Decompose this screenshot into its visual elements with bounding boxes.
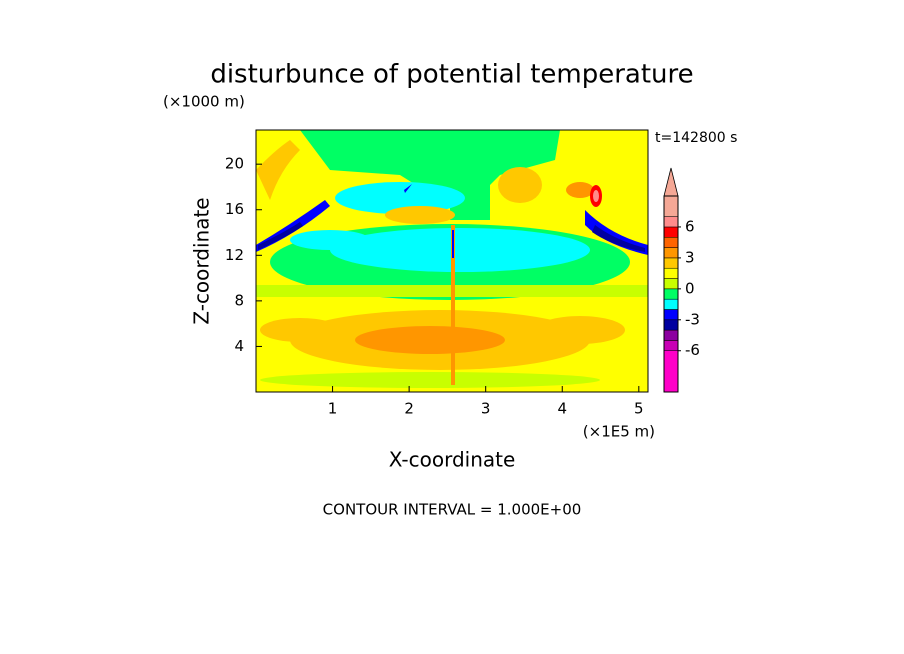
- colorbar-band: [663, 350, 679, 393]
- colorbar-band: [663, 216, 679, 228]
- x-tick-label: 3: [481, 400, 491, 418]
- colorbar-band: [663, 226, 679, 238]
- y-tick-label: 8: [234, 291, 244, 309]
- x-tick-label: 4: [557, 400, 567, 418]
- y-tick-label: 12: [225, 246, 244, 264]
- plot-frame: [255, 129, 649, 393]
- footer: CONTOUR INTERVAL = 1.000E+00: [323, 501, 582, 519]
- colorbar-band: [663, 195, 679, 217]
- colorbar-band: [663, 340, 679, 351]
- colorbar-tick-label: -6: [685, 341, 700, 359]
- chart-title: disturbunce of potential temperature: [210, 60, 693, 90]
- colorbar-band: [663, 237, 679, 248]
- time-annotation: t=142800 s: [655, 130, 737, 146]
- y-tick-label: 16: [225, 200, 244, 218]
- colorbar-band: [663, 319, 679, 331]
- colorbar-band: [663, 257, 679, 269]
- colorbar-band: [663, 298, 679, 310]
- colorbar-tick-label: 3: [685, 248, 695, 266]
- y-label: Z-coordinate: [190, 197, 214, 324]
- colorbar-band: [663, 278, 679, 290]
- colorbar-tick-label: 0: [685, 279, 695, 297]
- y-tick-label: 20: [225, 155, 244, 173]
- x-label: X-coordinate: [389, 448, 516, 472]
- colorbar-frame: [663, 195, 679, 393]
- y-tick-label: 4: [234, 337, 244, 355]
- x-tick-label: 1: [328, 400, 338, 418]
- x-tick-label: 5: [634, 400, 644, 418]
- colorbar-tick-label: 6: [685, 217, 695, 235]
- colorbar-band: [663, 309, 679, 321]
- colorbar-extension: [663, 167, 679, 197]
- x-unit: (×1E5 m): [583, 423, 655, 441]
- colorbar-band: [663, 288, 679, 300]
- y-unit: (×1000 m): [163, 93, 245, 111]
- colorbar-tick-label: -3: [685, 310, 700, 328]
- colorbar-band: [663, 267, 679, 279]
- contour-field: [256, 130, 648, 392]
- x-tick-label: 2: [404, 400, 414, 418]
- colorbar-band: [663, 247, 679, 259]
- colorbar-band: [663, 329, 679, 341]
